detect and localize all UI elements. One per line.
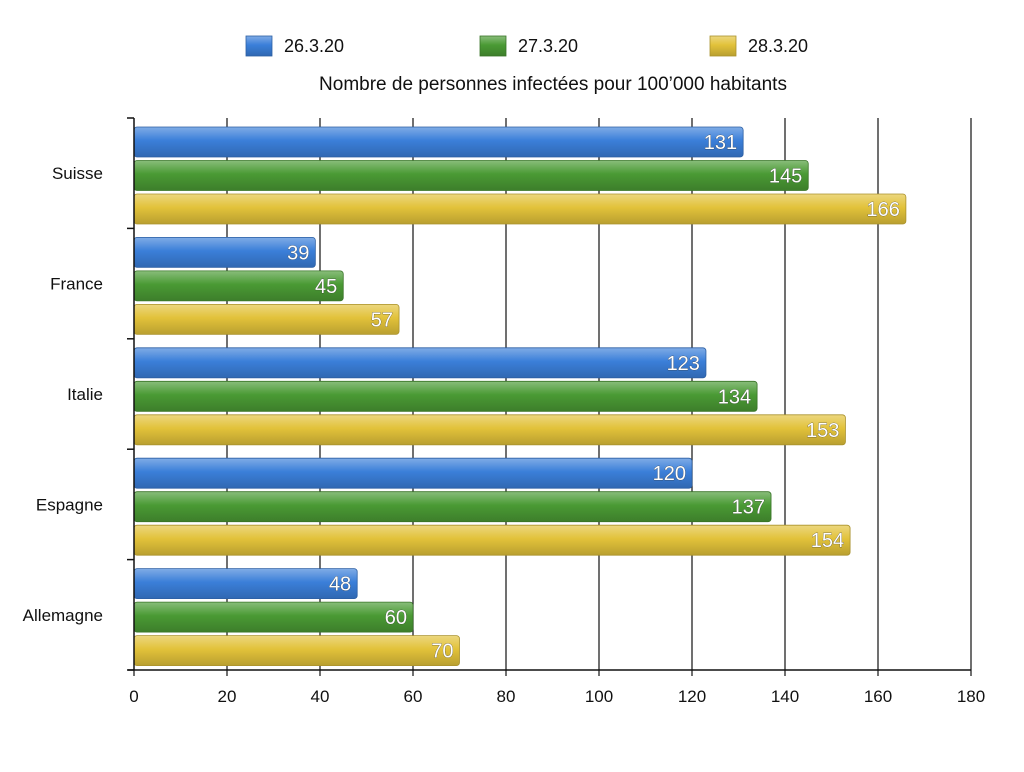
- data-label-allemagne-26.3.20: 48: [329, 574, 351, 596]
- data-label-suisse-26.3.20: 131: [704, 132, 737, 154]
- x-tick-label-160: 160: [864, 687, 892, 706]
- x-tick-label-60: 60: [404, 687, 423, 706]
- x-tick-label-20: 20: [218, 687, 237, 706]
- category-label-france: France: [50, 275, 103, 294]
- legend-label-27.3.20: 27.3.20: [518, 36, 578, 56]
- x-tick-label-180: 180: [957, 687, 985, 706]
- bar-allemagne-27.3.20: [133, 601, 414, 633]
- category-label-suisse: Suisse: [52, 164, 103, 183]
- bar-suisse-28.3.20: [133, 193, 907, 225]
- bar-espagne-26.3.20: [133, 457, 693, 489]
- legend-swatch-26.3.20: [245, 35, 273, 57]
- bar-suisse-27.3.20: [133, 160, 809, 191]
- data-label-espagne-27.3.20: 137: [732, 497, 765, 519]
- category-label-espagne: Espagne: [36, 495, 103, 514]
- data-label-italie-28.3.20: 153: [806, 420, 839, 442]
- x-tick-label-40: 40: [311, 687, 330, 706]
- bar-espagne-28.3.20: [133, 524, 851, 556]
- data-label-france-26.3.20: 39: [287, 242, 309, 264]
- data-label-suisse-27.3.20: 145: [769, 166, 802, 188]
- chart-title: Nombre de personnes infectées pour 100’0…: [319, 74, 787, 95]
- bar-italie-27.3.20: [133, 380, 758, 412]
- axes: [127, 117, 972, 676]
- bar-espagne-27.3.20: [133, 491, 772, 523]
- bar-italie-26.3.20: [133, 347, 707, 379]
- category-label-allemagne: Allemagne: [23, 606, 103, 625]
- axis-labels: 131 145 166 Suisse 39 45 57 France 123 134 153 Ital…: [23, 132, 986, 706]
- legend-swatch-28.3.20: [709, 35, 737, 57]
- data-label-espagne-26.3.20: 120: [653, 463, 686, 485]
- bar-france-27.3.20: [133, 270, 344, 302]
- bar-allemagne-26.3.20: [133, 568, 358, 599]
- data-label-espagne-28.3.20: 154: [811, 530, 844, 552]
- x-tick-label-0: 0: [129, 687, 138, 706]
- bars: [133, 126, 907, 666]
- bar-allemagne-28.3.20: [133, 635, 460, 666]
- legend-label-26.3.20: 26.3.20: [284, 36, 344, 56]
- data-label-italie-26.3.20: 123: [667, 353, 700, 375]
- bar-suisse-26.3.20: [133, 126, 744, 158]
- data-label-allemagne-28.3.20: 70: [431, 641, 453, 663]
- data-label-italie-27.3.20: 134: [718, 386, 751, 408]
- data-label-allemagne-27.3.20: 60: [385, 607, 407, 629]
- legend-label-28.3.20: 28.3.20: [748, 36, 808, 56]
- data-label-suisse-28.3.20: 166: [867, 199, 900, 221]
- category-label-italie: Italie: [67, 385, 103, 404]
- x-tick-label-100: 100: [585, 687, 613, 706]
- legend: 26.3.20 27.3.20 28.3.20: [245, 35, 808, 57]
- data-label-france-28.3.20: 57: [371, 309, 393, 331]
- bar-italie-28.3.20: [133, 414, 846, 446]
- data-label-france-27.3.20: 45: [315, 276, 337, 298]
- legend-swatch-27.3.20: [479, 35, 507, 57]
- bar-france-28.3.20: [133, 303, 400, 335]
- x-tick-label-120: 120: [678, 687, 706, 706]
- x-tick-label-140: 140: [771, 687, 799, 706]
- x-tick-label-80: 80: [497, 687, 516, 706]
